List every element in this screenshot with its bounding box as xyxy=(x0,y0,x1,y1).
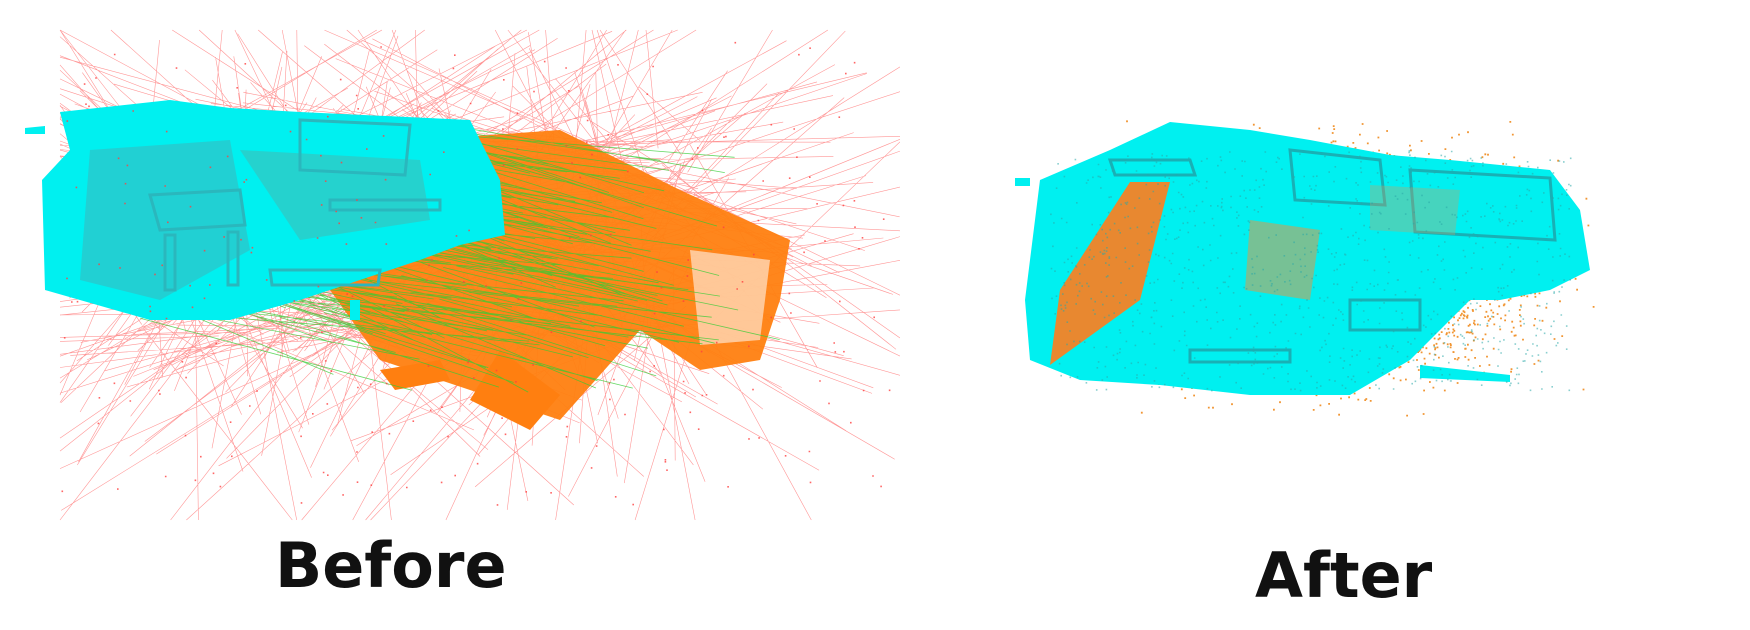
before-registration-scene xyxy=(25,29,900,521)
after-caption: After xyxy=(1255,539,1433,612)
aligned-target-cloud xyxy=(1050,182,1460,365)
after-registration-scene xyxy=(1015,120,1595,417)
after-panel: After xyxy=(990,0,1750,630)
before-caption: Before xyxy=(275,529,507,602)
source-point-cloud xyxy=(25,100,505,320)
before-panel: Before xyxy=(25,29,900,602)
